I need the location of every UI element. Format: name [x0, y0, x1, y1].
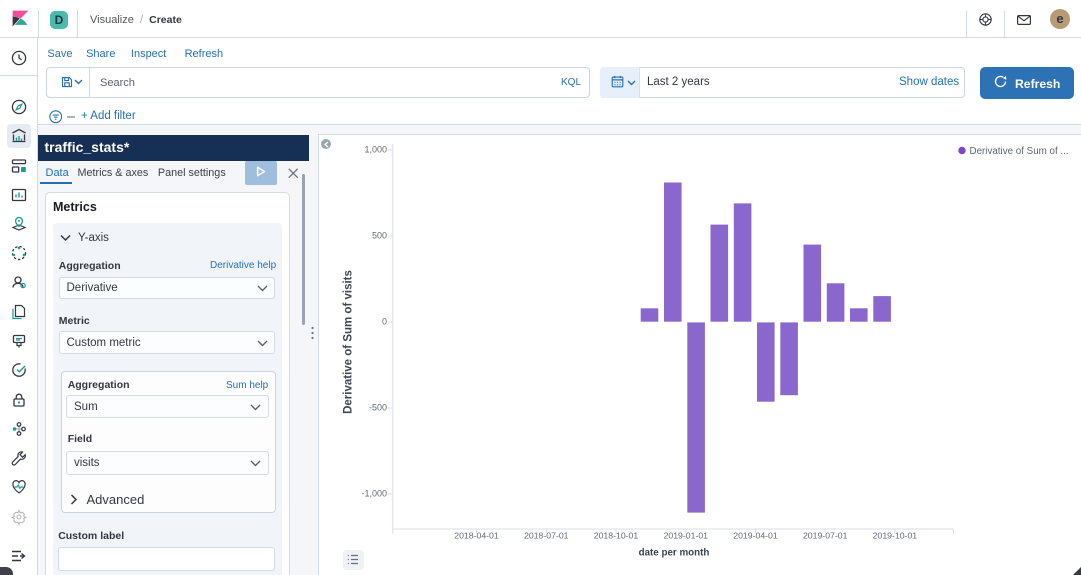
svg-text:2019-04-01: 2019-04-01 — [733, 531, 778, 541]
svg-text:-500: -500 — [369, 403, 387, 413]
svg-text:0: 0 — [382, 317, 387, 327]
svg-text:date per month: date per month — [639, 548, 710, 559]
svg-text:2019-01-01: 2019-01-01 — [664, 531, 709, 541]
svg-text:Derivative of Sum of ...: Derivative of Sum of ... — [970, 146, 1069, 157]
svg-text:2019-07-01: 2019-07-01 — [803, 531, 848, 541]
svg-text:2018-04-01: 2018-04-01 — [454, 531, 499, 541]
svg-text:2018-07-01: 2018-07-01 — [524, 531, 569, 541]
svg-text:500: 500 — [372, 231, 387, 241]
svg-text:Derivative of Sum of visits: Derivative of Sum of visits — [343, 270, 355, 414]
svg-text:2018-10-01: 2018-10-01 — [594, 531, 639, 541]
svg-text:-1,000: -1,000 — [361, 489, 387, 499]
svg-text:2019-10-01: 2019-10-01 — [873, 531, 918, 541]
svg-text:1,000: 1,000 — [364, 145, 387, 155]
